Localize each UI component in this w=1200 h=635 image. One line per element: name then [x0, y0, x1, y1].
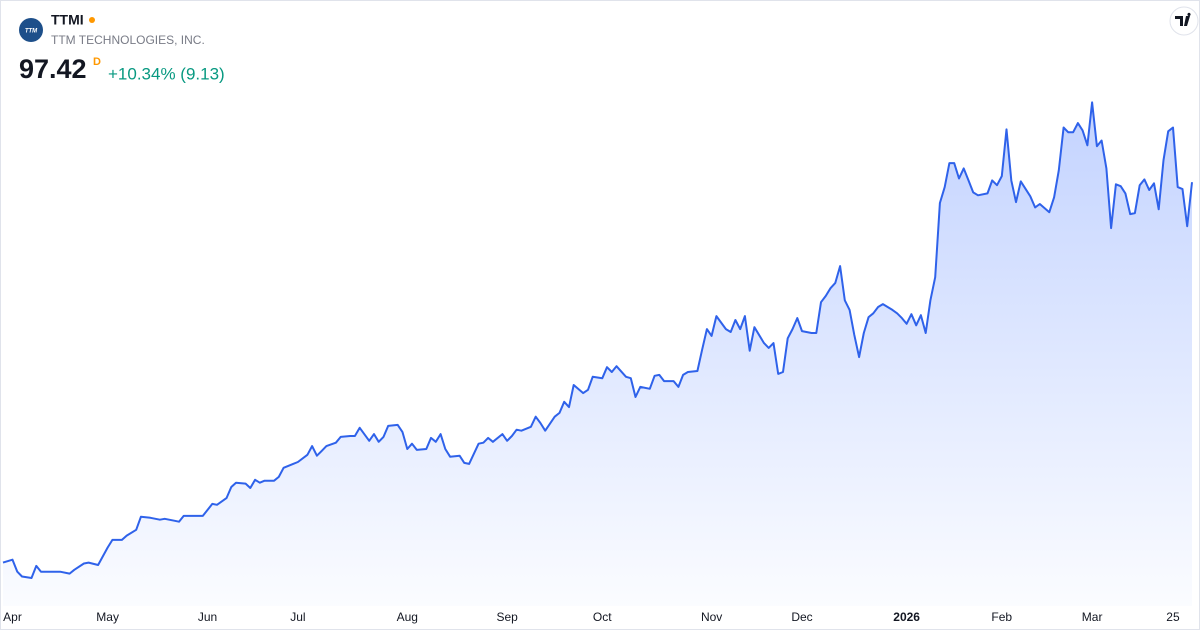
x-tick-label: Sep [496, 610, 518, 624]
x-tick-label: Feb [991, 610, 1012, 624]
x-tick-label: Mar [1082, 610, 1103, 624]
logo [19, 18, 43, 42]
x-tick-label: Nov [701, 610, 722, 624]
price-line [2, 101, 1193, 579]
x-tick-label: Apr [3, 610, 22, 624]
tradingview-logo[interactable] [1169, 6, 1199, 36]
plot: Apr May Jun Jul Aug Sep Oct Nov Dec 2026 Feb Mar 25 [2, 101, 1193, 624]
logo-mark [1175, 12, 1191, 26]
x-tick-label: Jun [198, 610, 217, 624]
x-tick-label: 25 [1166, 610, 1180, 624]
logo-text: TTM [25, 29, 38, 35]
price-flag: D [93, 56, 101, 68]
symbol: TTMI [51, 12, 84, 28]
logo-badge [1169, 6, 1199, 36]
company-name: TTM TECHNOLOGIES, INC. [51, 33, 205, 47]
price-change: +10.34% (9.13) [108, 64, 225, 83]
price: 97.42 [19, 54, 87, 84]
x-tick-label: May [96, 610, 119, 624]
x-tick-label: 2026 [893, 610, 920, 624]
x-tick-label: Jul [290, 610, 305, 624]
x-tick-label: Aug [397, 610, 418, 624]
x-tick-label: Oct [593, 610, 612, 624]
area-fill [3, 102, 1192, 607]
status-dot [89, 17, 95, 23]
x-tick-label: Dec [791, 610, 812, 624]
